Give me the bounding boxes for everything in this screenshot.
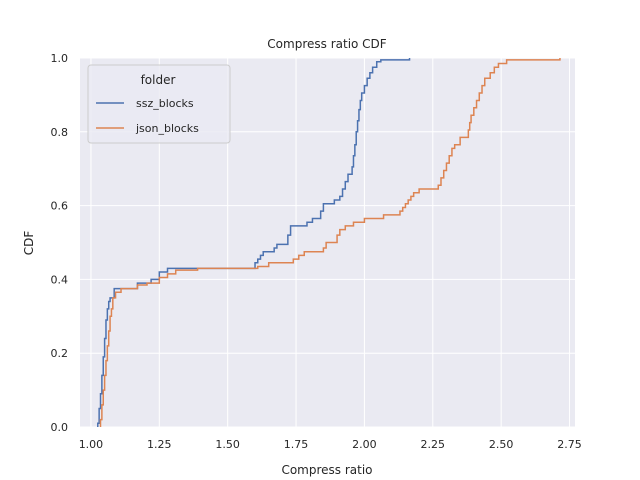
series-layer [97,58,561,427]
x-tick-label: 2.25 [421,438,446,451]
y-tick-label: 1.0 [51,52,69,65]
y-tick-label: 0.4 [51,273,69,286]
y-tick-labels: 0.0 0.2 0.4 0.6 0.8 1.0 [51,52,69,434]
legend-label-json-blocks: json_blocks [135,122,199,135]
x-tick-label: 1.50 [215,438,240,451]
y-tick-label: 0.6 [51,200,69,213]
legend: folder ssz_blocks json_blocks [87,64,231,144]
legend-title: folder [141,73,176,87]
x-tick-label: 1.25 [147,438,172,451]
x-tick-label: 2.00 [352,438,377,451]
x-tick-label: 1.75 [284,438,309,451]
x-axis-label: Compress ratio [281,463,372,477]
x-tick-label: 1.00 [79,438,104,451]
y-axis-label: CDF [22,231,36,256]
series-line-ssz-blocks [97,58,411,427]
y-tick-label: 0.8 [51,126,69,139]
y-tick-label: 0.2 [51,347,69,360]
legend-box [87,64,231,144]
x-tick-labels: 1.00 1.25 1.50 1.75 2.00 2.25 2.50 2.75 [79,438,582,451]
y-tick-label: 0.0 [51,421,69,434]
x-tick-label: 2.50 [489,438,514,451]
series-line-json-blocks [99,58,561,427]
chart-title: Compress ratio CDF [267,37,387,51]
x-tick-label: 2.75 [557,438,582,451]
legend-label-ssz-blocks: ssz_blocks [136,97,194,110]
